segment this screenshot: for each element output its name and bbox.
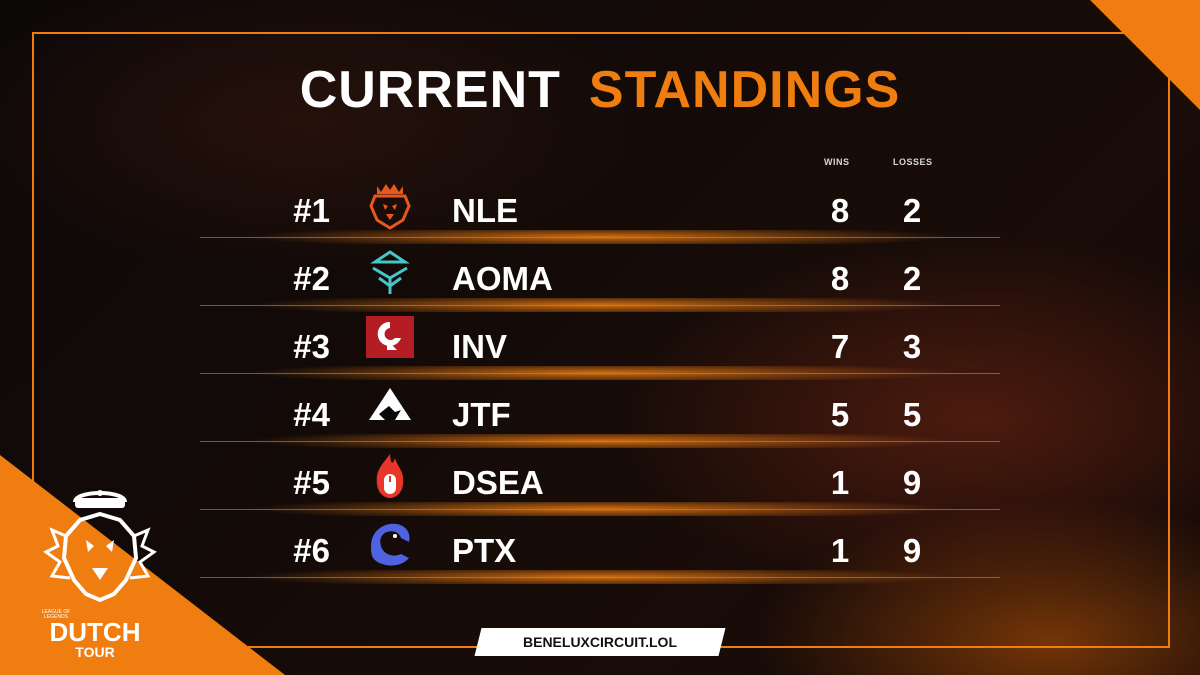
standings-row: #2 AOMA 8 2: [200, 248, 1000, 312]
standings-row: #6 PTX 1 9: [200, 520, 1000, 584]
rank: #2: [293, 260, 330, 297]
team-name: DSEA: [452, 464, 544, 501]
team-name: INV: [452, 328, 508, 365]
page-title: CURRENT STANDINGS: [0, 60, 1200, 120]
rank: #6: [293, 532, 330, 569]
team-name: NLE: [452, 192, 518, 229]
brand-title: DUTCH: [49, 617, 141, 647]
losses-value: 9: [902, 464, 922, 501]
losses-value: 9: [902, 532, 922, 569]
corner-accent-top-right: [1090, 0, 1200, 110]
wins-value: 8: [830, 260, 850, 297]
wins-column-header: WINS: [824, 157, 850, 167]
losses-value: 2: [902, 260, 922, 297]
team-name: PTX: [452, 532, 517, 569]
lion-crown-icon: [369, 184, 411, 230]
wins-value: 1: [830, 532, 850, 569]
brand-small-text: LEAGUE OF LEGENDS: [41, 609, 71, 620]
teal-emblem-icon: [370, 250, 410, 294]
rank: #4: [293, 396, 330, 433]
team-name: AOMA: [452, 260, 553, 297]
standings-row: #4 JTF 5 5: [200, 384, 1000, 448]
standings-row: #1 NLE 8 2: [200, 180, 1000, 244]
wins-value: 8: [830, 192, 850, 229]
dutch-tour-lion-logo: [43, 490, 157, 603]
wins-value: 1: [830, 464, 850, 501]
website-badge: BENELUXCIRCUIT.LOL: [474, 628, 726, 656]
losses-column-header: LOSSES: [893, 157, 933, 167]
title-word-2: STANDINGS: [588, 61, 901, 119]
blue-horse-icon: [371, 523, 410, 566]
standings-row: #5 DSEA 1 9: [200, 452, 1000, 516]
brand-subtitle: TOUR: [75, 644, 115, 660]
losses-value: 2: [902, 192, 922, 229]
standings-row: #3 INV 7 3: [200, 316, 1000, 380]
losses-value: 5: [902, 396, 922, 433]
title-word-1: CURRENT: [299, 61, 561, 119]
wins-value: 5: [830, 396, 850, 433]
rank: #5: [293, 464, 330, 501]
flame-mouse-icon: [376, 454, 404, 498]
wins-value: 7: [830, 328, 850, 365]
losses-value: 3: [902, 328, 922, 365]
team-name: JTF: [452, 396, 511, 433]
red-square-icon: [366, 316, 414, 358]
mountain-handshake-icon: [369, 388, 411, 420]
rank: #3: [293, 328, 330, 365]
website-url: BENELUXCIRCUIT.LOL: [523, 634, 677, 650]
rank: #1: [293, 192, 330, 229]
